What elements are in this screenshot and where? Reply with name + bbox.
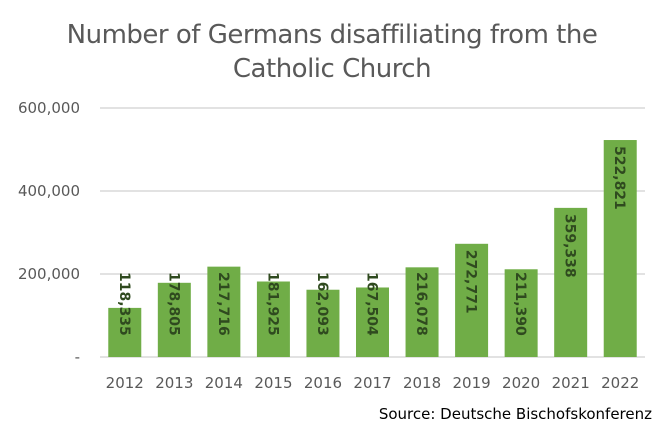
x-tick-label: 2013 [155,374,193,392]
x-tick-label: 2012 [106,374,144,392]
data-label: 217,716 [215,272,231,336]
x-tick-label: 2014 [205,374,243,392]
data-label: 167,504 [364,272,380,336]
y-axis: - 200,000 400,000 600,000 [18,99,80,366]
y-tick-label: 600,000 [18,99,80,117]
chart-title: Number of Germans disaffiliating from th… [0,18,664,86]
y-tick-label: 400,000 [18,182,80,200]
bar-2022 [603,140,637,357]
x-tick-label: 2015 [254,374,292,392]
x-tick-label: 2021 [552,374,590,392]
x-tick-label: 2020 [502,374,540,392]
x-axis: 2012 2013 2014 2015 2016 2017 2018 2019 2020 2021… [106,374,640,392]
bar-2013 [157,282,191,357]
bars: 118,335 178,805 217,716 181,925 162,093 167,5… [108,140,637,357]
data-label: 522,821 [611,146,627,210]
bar-2020 [504,269,538,357]
y-tick-label: 200,000 [18,265,80,283]
x-tick-label: 2019 [452,374,490,392]
data-label: 118,335 [116,272,132,336]
bar-2014 [207,266,241,357]
bar-2021 [554,207,588,357]
bar-2016 [306,289,340,357]
x-tick-label: 2016 [304,374,342,392]
x-tick-label: 2017 [353,374,391,392]
x-tick-label: 2018 [403,374,441,392]
bar-2018 [405,267,439,357]
bar-2015 [256,281,290,357]
bar-2019 [455,243,489,357]
data-label: 359,338 [562,214,578,278]
data-label: 216,078 [413,272,429,336]
data-label: 211,390 [512,272,528,336]
data-label: 162,093 [314,272,330,336]
data-label: 181,925 [264,272,280,336]
bar-2017 [356,287,389,357]
x-tick-label: 2022 [601,374,639,392]
y-tick-label: - [75,348,80,366]
data-label: 178,805 [165,272,181,336]
bar-2012 [108,307,142,357]
data-label: 272,771 [463,250,479,314]
chart-title-line-2: Catholic Church [232,54,432,84]
source-note: Source: Deutsche Bischofskonferenz [378,405,652,423]
chart-title-line-1: Number of Germans disaffiliating from th… [66,20,598,50]
